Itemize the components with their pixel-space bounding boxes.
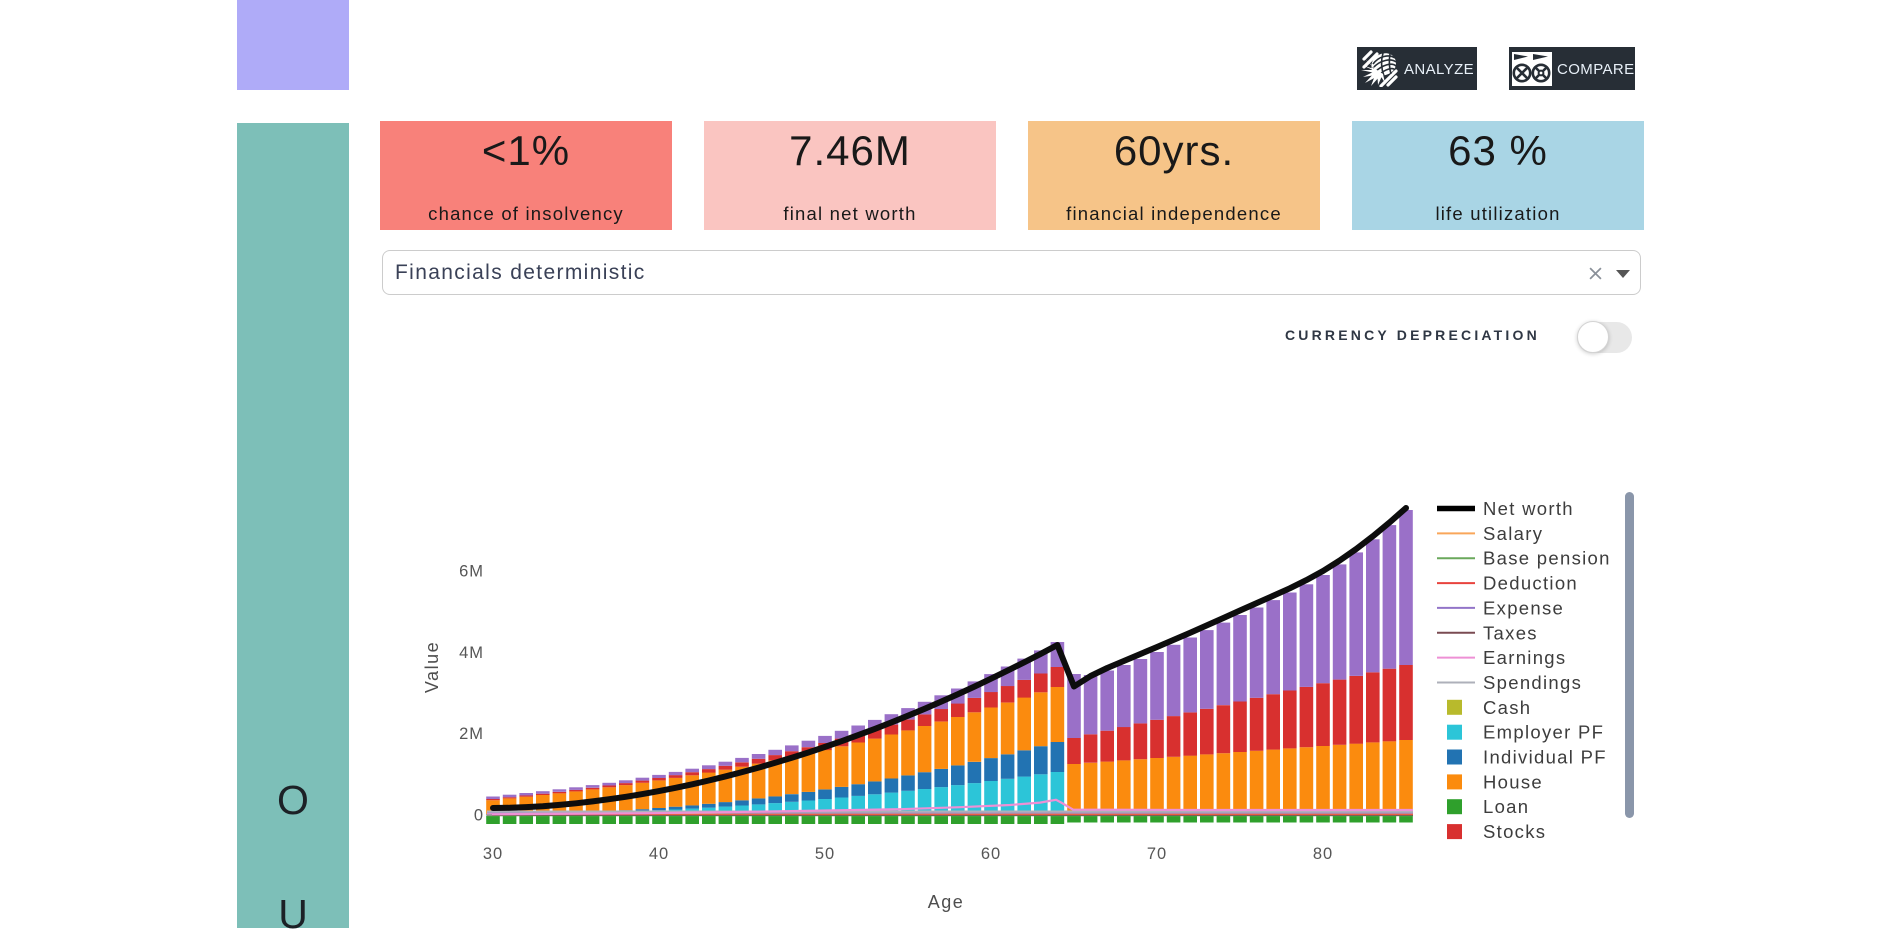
svg-text:Loan: Loan [1483,796,1529,817]
svg-text:0: 0 [474,807,484,825]
svg-text:4M: 4M [459,644,484,662]
svg-text:Net worth: Net worth [1483,498,1574,519]
svg-text:6M: 6M [459,563,484,581]
svg-text:Expense: Expense [1483,597,1564,618]
svg-text:Base pension: Base pension [1483,548,1611,569]
svg-text:Value: Value [422,641,442,693]
svg-text:Taxes: Taxes [1483,622,1538,643]
svg-text:Earnings: Earnings [1483,647,1566,668]
svg-text:Stocks: Stocks [1483,821,1546,842]
svg-text:House: House [1483,771,1543,792]
svg-text:Deduction: Deduction [1483,573,1578,594]
svg-text:70: 70 [1147,845,1167,863]
svg-text:Age: Age [928,892,965,912]
svg-text:80: 80 [1313,845,1333,863]
svg-text:Individual PF: Individual PF [1483,747,1607,768]
svg-text:50: 50 [815,845,835,863]
svg-text:Employer PF: Employer PF [1483,722,1604,743]
svg-text:2M: 2M [459,725,484,743]
svg-text:Spendings: Spendings [1483,672,1582,693]
svg-text:Cash: Cash [1483,697,1531,718]
svg-text:30: 30 [483,845,503,863]
svg-text:Salary: Salary [1483,523,1543,544]
svg-text:40: 40 [649,845,669,863]
svg-text:60: 60 [981,845,1001,863]
